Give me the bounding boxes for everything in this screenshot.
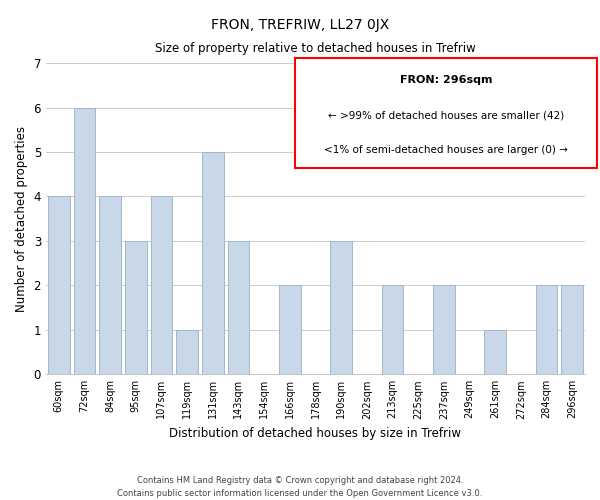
Bar bbox=[99, 196, 121, 374]
Bar bbox=[330, 241, 352, 374]
Bar bbox=[48, 196, 70, 374]
Bar bbox=[151, 196, 172, 374]
Bar bbox=[227, 241, 250, 374]
Bar bbox=[279, 286, 301, 374]
Bar bbox=[125, 241, 146, 374]
Text: FRON, TREFRIW, LL27 0JX: FRON, TREFRIW, LL27 0JX bbox=[211, 18, 389, 32]
Bar bbox=[561, 286, 583, 374]
Bar bbox=[176, 330, 198, 374]
Bar bbox=[433, 286, 455, 374]
Bar bbox=[536, 286, 557, 374]
Bar bbox=[382, 286, 403, 374]
Bar bbox=[484, 330, 506, 374]
Y-axis label: Number of detached properties: Number of detached properties bbox=[15, 126, 28, 312]
X-axis label: Distribution of detached houses by size in Trefriw: Distribution of detached houses by size … bbox=[169, 427, 461, 440]
Title: Size of property relative to detached houses in Trefriw: Size of property relative to detached ho… bbox=[155, 42, 476, 56]
Bar bbox=[74, 108, 95, 374]
Text: Contains HM Land Registry data © Crown copyright and database right 2024.
Contai: Contains HM Land Registry data © Crown c… bbox=[118, 476, 482, 498]
Bar bbox=[202, 152, 224, 374]
